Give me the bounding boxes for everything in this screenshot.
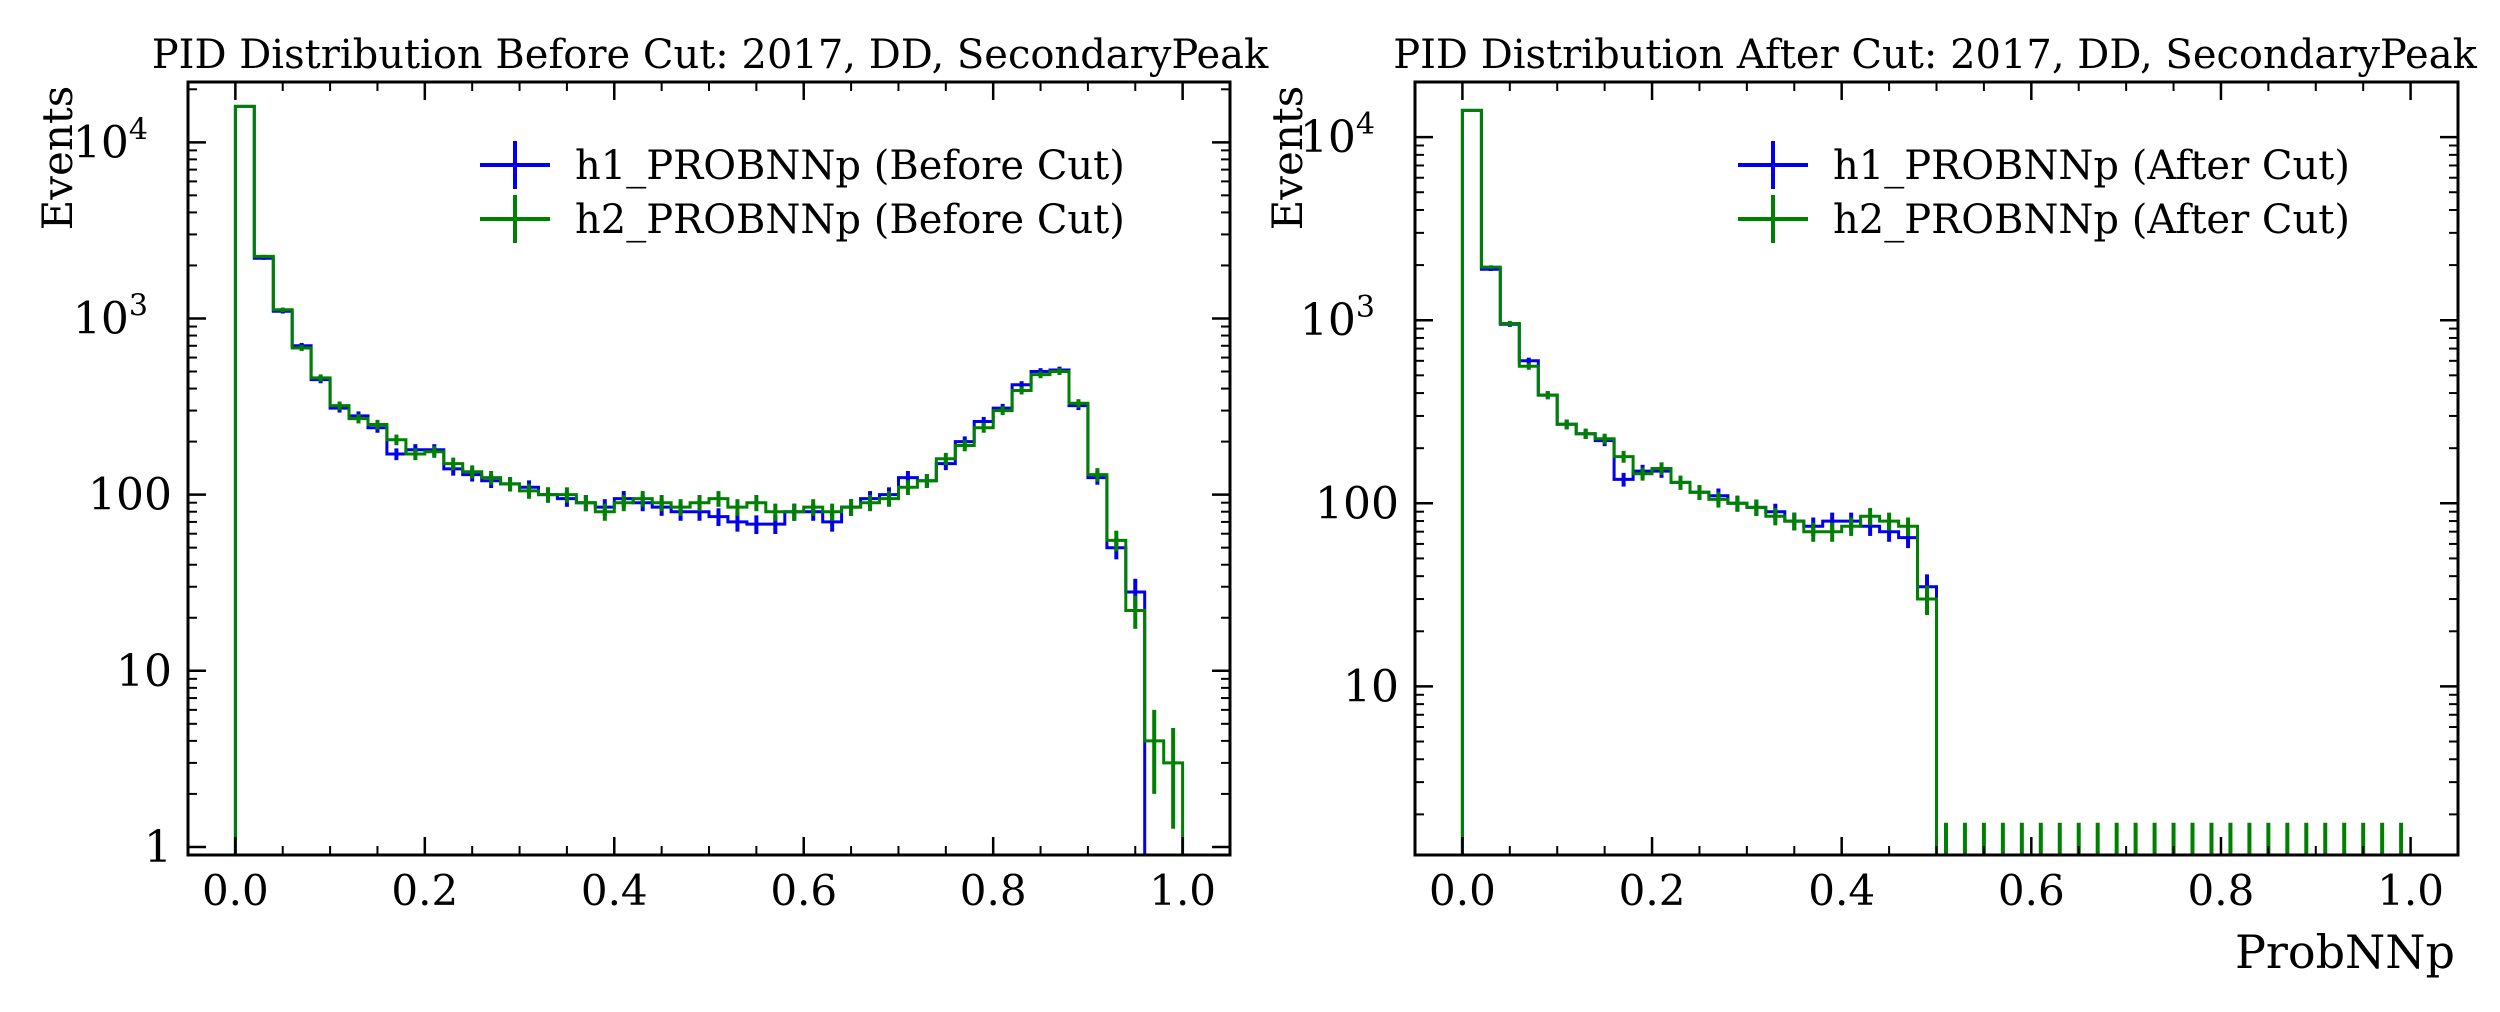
y-tick-label: 104 [1300,107,1375,163]
panel-before-cut: PID Distribution Before Cut: 2017, DD, S… [33,32,1269,915]
x-axis: 0.0 0.2 0.4 0.6 0.8 1.0 [187,82,1216,915]
x-tick-label: 0.6 [1998,866,2065,915]
y-tick-label: 104 [73,112,148,168]
x-axis-label: ProbNNp [2235,925,2455,979]
panel-after-cut: PID Distribution After Cut: 2017, DD, Se… [1263,32,2478,979]
y-tick-label: 10 [1343,661,1399,712]
x-axis: 0.0 0.2 0.4 0.6 0.8 1.0 [1414,82,2444,915]
x-tick-label: 0.4 [581,866,648,915]
legend-entry: h1_PROBNNp (After Cut) [1833,143,2350,189]
y-tick-label: 103 [73,288,148,344]
chart-title: PID Distribution After Cut: 2017, DD, Se… [1393,32,2477,78]
plot-area: 0.0 0.2 0.4 0.6 0.8 1.0 10 100 103 104 h1_PROBNNp … [1300,80,2460,915]
x-tick-label: 0.4 [1808,866,1875,915]
x-tick-label: 0.2 [391,866,458,915]
y-axis-label: Events [33,86,82,231]
x-tick-label: 0.8 [2188,866,2255,915]
y-tick-label: 10 [116,646,172,697]
chart-title: PID Distribution Before Cut: 2017, DD, S… [152,32,1269,78]
legend: h1_PROBNNp (Before Cut) h2_PROBNNp (Befor… [480,141,1125,243]
x-tick-label: 1.0 [1149,866,1216,915]
histogram-step [1460,108,1938,855]
x-tick-label: 1.0 [2377,866,2444,915]
x-tick-label: 0.2 [1619,866,1686,915]
y-tick-label: 1 [144,822,172,873]
y-axis: 1 10 100 103 104 [73,88,1230,873]
legend-entry: h1_PROBNNp (Before Cut) [575,143,1125,189]
y-tick-label: 100 [1315,478,1399,529]
x-tick-label: 0.8 [960,866,1027,915]
y-tick-label: 103 [1300,290,1375,346]
y-tick-label: 100 [88,470,172,521]
histogram-step [233,104,1185,855]
legend-entry: h2_PROBNNp (After Cut) [1833,197,2350,243]
y-axis-label: Events [1263,86,1312,231]
y-axis: 10 100 103 104 [1300,81,2458,816]
series-1 [233,104,1185,855]
plot-area: 0.0 0.2 0.4 0.6 0.8 1.0 1 10 100 103 104 h1_PROBNNp… [73,80,1232,915]
x-tick-label: 0.0 [202,866,269,915]
legend: h1_PROBNNp (After Cut) h2_PROBNNp (After … [1738,141,2350,243]
x-tick-label: 0.6 [770,866,837,915]
x-tick-label: 0.0 [1429,866,1496,915]
legend-entry: h2_PROBNNp (Before Cut) [575,197,1125,243]
